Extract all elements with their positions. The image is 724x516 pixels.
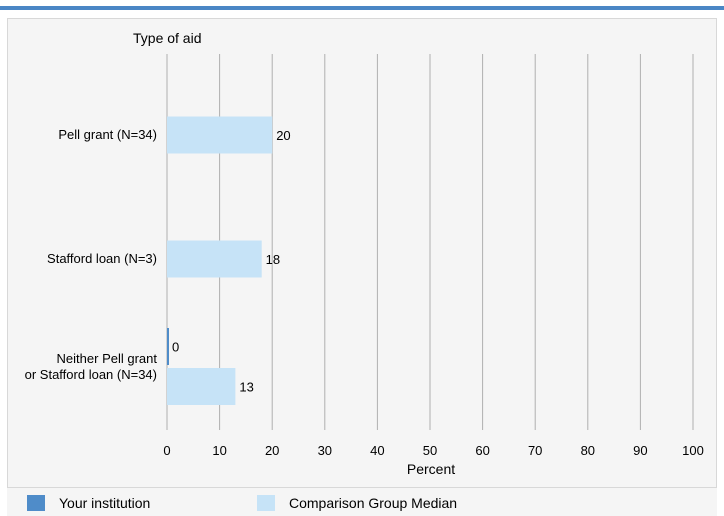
x-axis-label: Percent (407, 461, 455, 477)
bar-comparison-median (167, 240, 262, 278)
legend-item-comparison-median: Comparison Group Median (257, 495, 457, 511)
bar-your-institution (167, 328, 169, 365)
bar-comparison-median (167, 116, 273, 154)
category-label: Pell grant (N=34) (58, 127, 157, 142)
data-label-comparison-median: 13 (239, 380, 253, 395)
x-tick-label: 60 (475, 443, 489, 458)
category-label: Stafford loan (N=3) (47, 251, 157, 266)
category-label: or Stafford loan (N=34) (25, 367, 157, 382)
bar-comparison-median (167, 368, 236, 405)
chart-panel (7, 18, 717, 488)
data-label-your-institution: 0 (172, 340, 179, 355)
chart-title: Type of aid (133, 30, 202, 46)
x-tick-label: 0 (163, 443, 170, 458)
legend: Your institution Comparison Group Median (7, 488, 717, 516)
x-tick-label: 70 (528, 443, 542, 458)
x-tick-label: 100 (682, 443, 704, 458)
x-tick-labels: 0 10 20 30 40 50 60 70 80 90 100 (163, 443, 703, 458)
x-tick-label: 40 (370, 443, 384, 458)
category-label: Neither Pell grant (57, 351, 158, 366)
data-label-comparison-median: 18 (266, 252, 280, 267)
x-tick-label: 30 (318, 443, 332, 458)
x-tick-label: 50 (423, 443, 437, 458)
x-tick-label: 20 (265, 443, 279, 458)
bars: 20 18 0 13 (167, 116, 291, 405)
legend-label-comparison-median: Comparison Group Median (289, 495, 458, 511)
x-tick-label: 80 (581, 443, 595, 458)
x-tick-label: 10 (212, 443, 226, 458)
category-labels: Pell grant (N=34) Stafford loan (N=3) Neit… (25, 127, 158, 382)
legend-swatch-comparison-median (257, 495, 275, 511)
legend-swatch-your-institution (27, 495, 45, 511)
top-accent-bar (0, 6, 724, 10)
x-tick-label: 90 (633, 443, 647, 458)
legend-item-your-institution: Your institution (27, 495, 150, 511)
legend-label-your-institution: Your institution (59, 495, 151, 511)
data-label-comparison-median: 20 (276, 128, 290, 143)
